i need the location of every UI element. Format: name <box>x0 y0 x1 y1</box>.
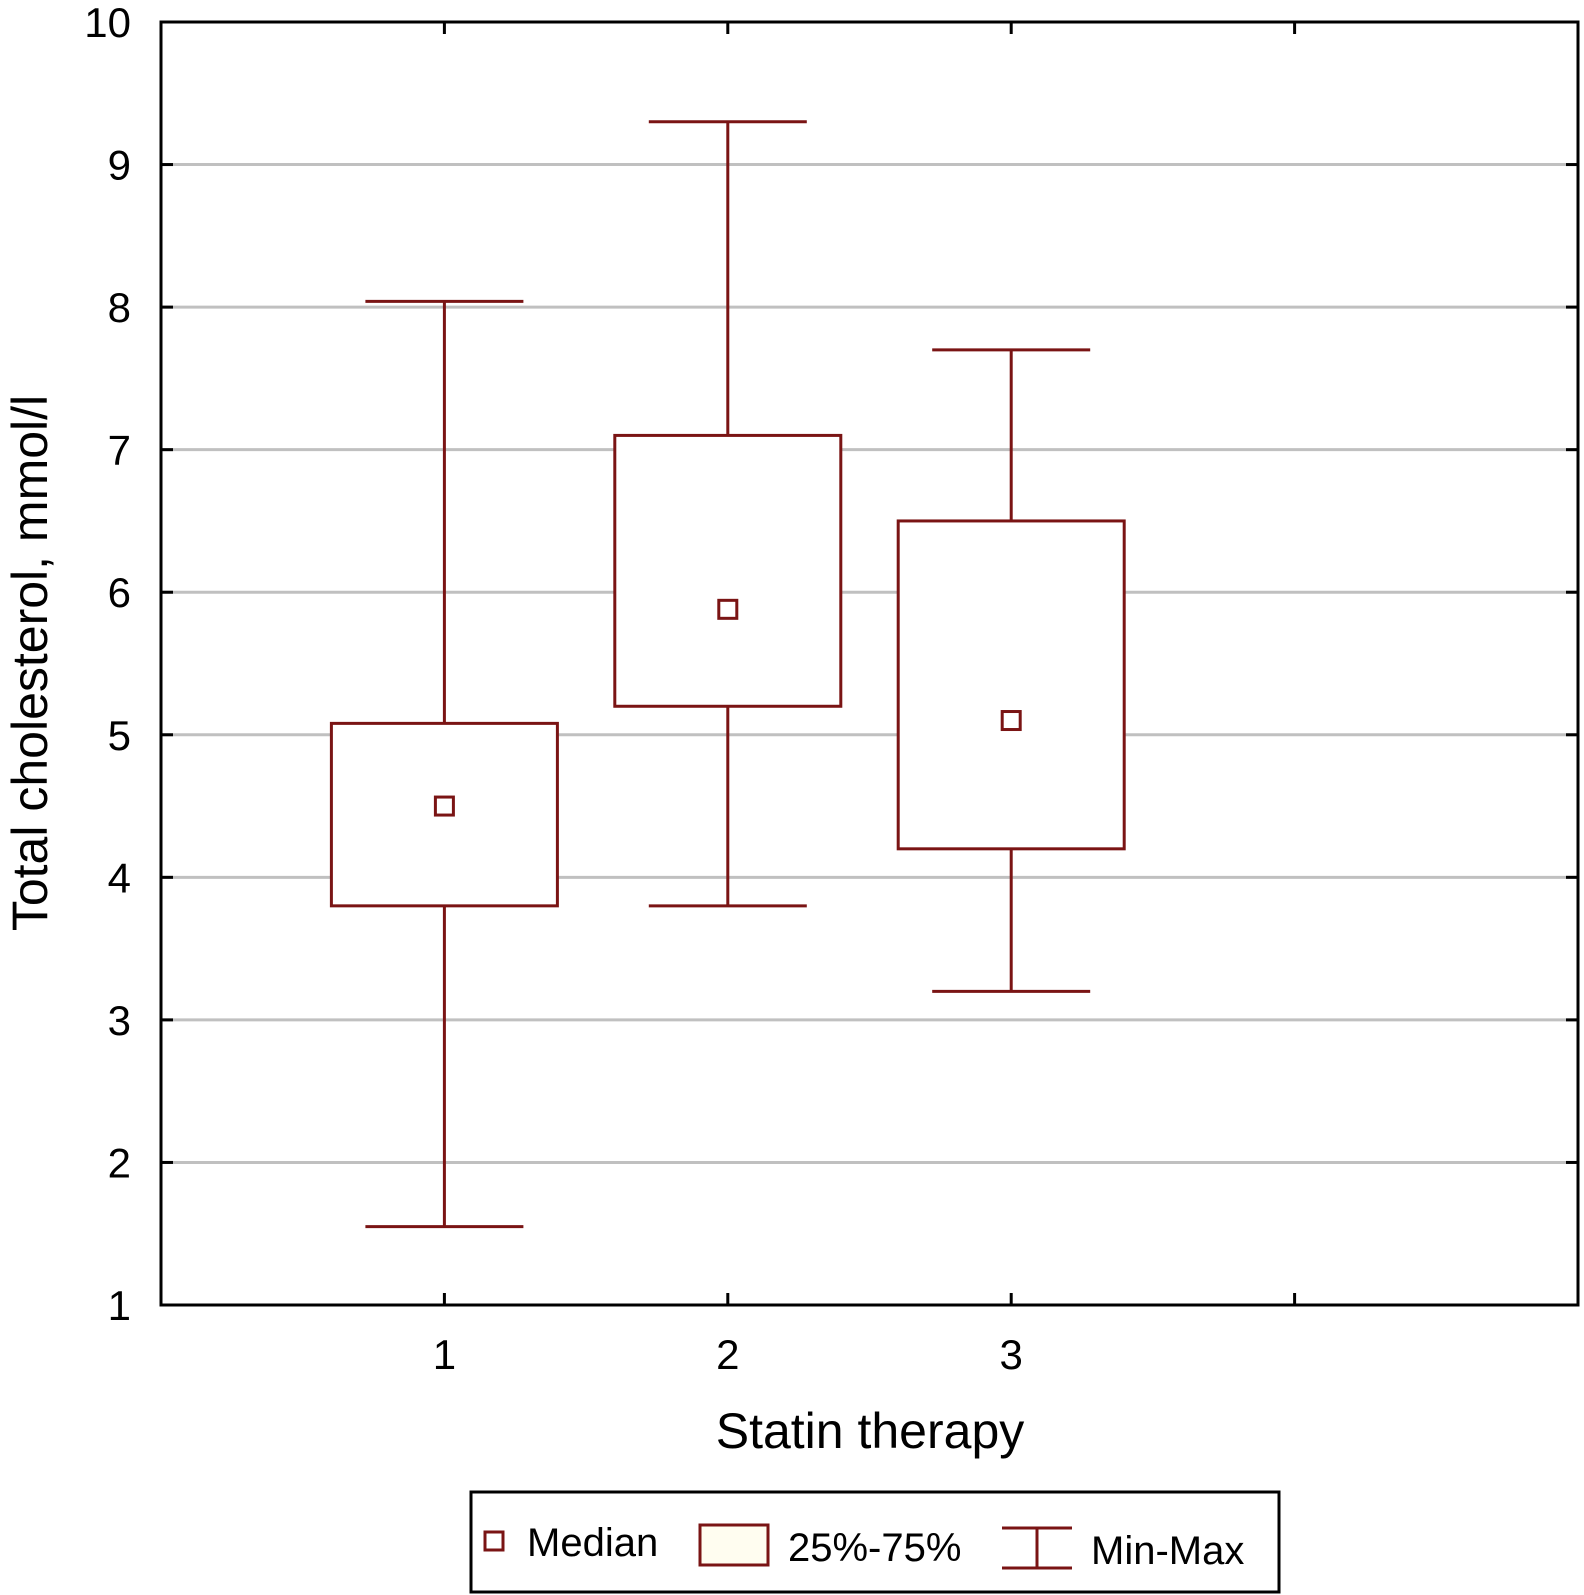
y-tick-label: 7 <box>108 427 131 474</box>
legend-box-label: 25%-75% <box>788 1526 961 1570</box>
box-series <box>329 120 1126 1229</box>
box-group <box>329 299 559 1229</box>
y-tick-label: 3 <box>108 997 131 1044</box>
legend: Median 25%-75% Min-Max <box>469 1490 1281 1594</box>
iqr-box <box>613 433 843 708</box>
y-tick-label: 6 <box>108 569 131 616</box>
x-tick-label: 2 <box>716 1331 739 1378</box>
box-group <box>613 120 843 908</box>
median-marker <box>717 598 739 620</box>
legend-box-icon <box>698 1523 770 1567</box>
legend-frame <box>469 1490 1281 1594</box>
gridlines <box>161 163 1578 1164</box>
y-tick-label: 5 <box>108 712 131 759</box>
y-tick-label: 10 <box>84 0 131 46</box>
y-axis-ticks: 1 2 3 4 5 6 7 8 9 10 <box>84 0 1578 1329</box>
legend-median-icon <box>483 1530 505 1552</box>
y-tick-label: 1 <box>108 1282 131 1329</box>
x-axis-title: Statin therapy <box>716 1403 1025 1459</box>
box-group <box>896 348 1126 993</box>
median-marker <box>433 795 455 817</box>
legend-whisker-label: Min-Max <box>1091 1529 1244 1573</box>
x-tick-label: 3 <box>1000 1331 1023 1378</box>
y-tick-label: 2 <box>108 1139 131 1186</box>
plot-area-frame <box>159 20 1580 1307</box>
legend-whisker-icon <box>1002 1526 1072 1570</box>
y-axis-title: Total cholesterol, mmol/l <box>2 395 58 931</box>
y-tick-label: 8 <box>108 284 131 331</box>
iqr-box <box>896 519 1126 851</box>
y-tick-label: 9 <box>108 142 131 189</box>
x-axis-ticks: 1 2 3 <box>433 22 1297 1378</box>
y-tick-label: 4 <box>108 854 131 901</box>
x-tick-label: 1 <box>433 1331 456 1378</box>
median-marker <box>1000 710 1022 732</box>
legend-median-label: Median <box>527 1521 658 1565</box>
